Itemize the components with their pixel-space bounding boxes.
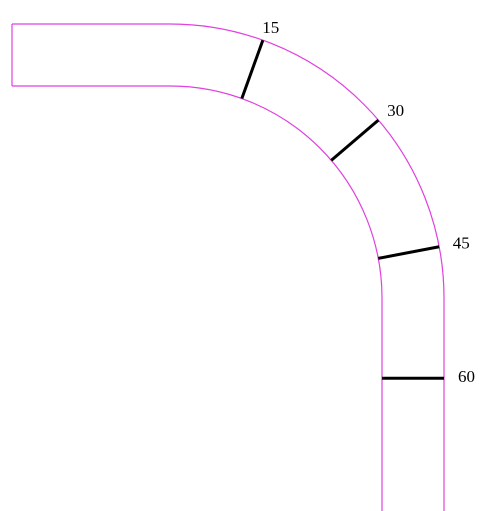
- marker-label: 30: [387, 101, 404, 120]
- track-outer-edge: [12, 23, 445, 511]
- marker-tick: [330, 118, 380, 162]
- marker-label: 45: [453, 233, 470, 252]
- marker-label: 15: [262, 18, 279, 37]
- marker-tick: [377, 245, 440, 260]
- marker-label: 60: [458, 367, 475, 386]
- track-inner-edge: [12, 85, 383, 511]
- marker-tick: [240, 39, 265, 100]
